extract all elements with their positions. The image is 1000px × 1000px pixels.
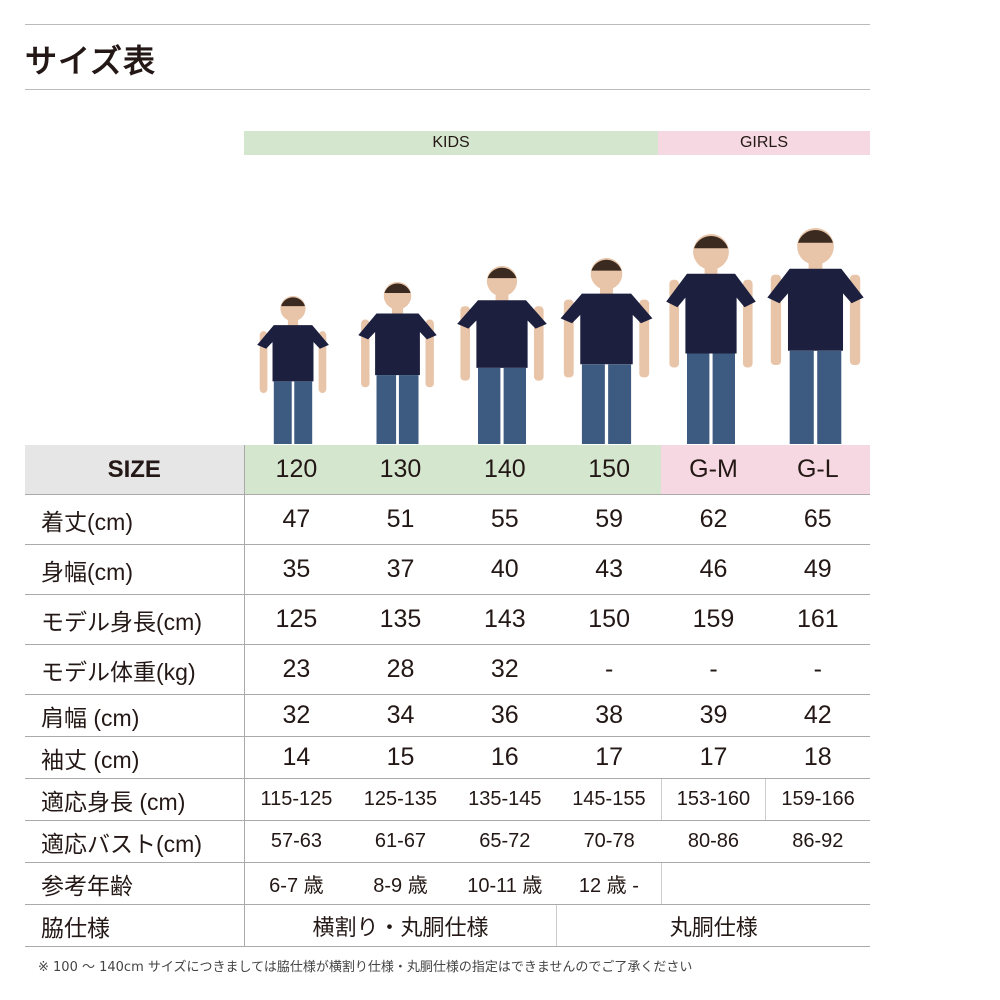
table-cell: 51 [348,494,453,545]
table-row: 身幅(cm) 35 37 40 43 46 49 [25,544,870,595]
table-cell: 115-125 [244,778,349,821]
table-cell: 34 [348,694,453,737]
kids-band: KIDS [244,131,658,155]
table-cell: 37 [348,544,453,595]
girls-band: GIRLS [658,131,870,155]
table-cell: 159-166 [765,778,870,821]
empty-cell [660,862,870,905]
table-cell: 18 [765,736,870,779]
row-label: モデル身長(cm) [25,594,245,645]
table-cell: 55 [452,494,557,545]
model-photos [257,228,864,444]
table-cell: - [765,644,870,695]
table-row: 着丈(cm) 47 51 55 59 62 65 [25,494,870,545]
table-cell: 17 [661,736,766,779]
table-cell: 12 歳 - [556,862,662,905]
table-row: 肩幅 (cm) 32 34 36 38 39 42 [25,694,870,737]
row-label: SIZE [25,445,245,495]
table-row: 参考年齢 6-7 歳 8-9 歳 10-11 歳 12 歳 - [25,862,870,905]
table-cell: 86-92 [765,820,870,863]
table-cell: 36 [452,694,557,737]
row-label: 参考年齢 [25,862,245,905]
table-cell: - [661,644,766,695]
top-rule [25,24,870,25]
table-cell: 153-160 [660,778,766,821]
table-cell: 38 [556,694,662,737]
table-cell: 80-86 [661,820,766,863]
model-figure [257,296,329,444]
model-figure [767,228,864,444]
table-cell: G-M [661,445,766,495]
row-label: モデル体重(kg) [25,644,245,695]
table-cell: 17 [556,736,662,779]
table-row: 適応バスト(cm) 57-63 61-67 65-72 70-78 80-86 86-92 [25,820,870,863]
table-cell: 70-78 [556,820,662,863]
table-cell: 145-155 [556,778,662,821]
table-cell: 125-135 [348,778,453,821]
title-rule [25,89,870,90]
table-cell: 横割り・丸胴仕様 [244,904,557,947]
table-cell: 8-9 歳 [348,862,453,905]
row-label: 適応身長 (cm) [25,778,245,821]
table-cell: 32 [452,644,557,695]
table-cell: 135-145 [452,778,557,821]
table-cell: 65-72 [452,820,557,863]
table-cell: 39 [661,694,766,737]
table-cell: 120 [244,445,349,495]
footnote: ※ 100 ～ 140cm サイズにつきましては脇仕様が横割り仕様・丸胴仕様の指… [38,960,693,975]
table-cell: - [556,644,662,695]
table-cell: 140 [452,445,557,495]
table-cell: 28 [348,644,453,695]
row-label: 身幅(cm) [25,544,245,595]
table-cell: 14 [244,736,349,779]
row-label: 袖丈 (cm) [25,736,245,779]
size-table: SIZE 120 130 140 150 G-M G-L 着丈(cm) 47 51 55 59 62 65… [25,445,870,947]
table-cell: 159 [661,594,766,645]
table-cell: 61-67 [348,820,453,863]
table-cell: 59 [556,494,662,545]
page-title: サイズ表 [25,42,157,80]
row-label: 脇仕様 [25,904,245,947]
table-cell: 57-63 [244,820,349,863]
table-cell: 161 [765,594,870,645]
table-cell: 65 [765,494,870,545]
table-cell: 40 [452,544,557,595]
table-row: モデル体重(kg) 23 28 32- - - [25,644,870,695]
table-cell: 47 [244,494,349,545]
table-cell: 43 [556,544,662,595]
table-cell: 15 [348,736,453,779]
table-cell: 125 [244,594,349,645]
model-figure [358,282,437,444]
table-cell: 6-7 歳 [244,862,349,905]
table-cell: 143 [452,594,557,645]
table-cell: 49 [765,544,870,595]
table-cell: 丸胴仕様 [556,904,870,947]
table-row: 適応身長 (cm) 115-125 125-135 135-145 145-155 153… [25,778,870,821]
model-figure [457,266,547,444]
table-cell: 62 [661,494,766,545]
table-cell: 150 [556,594,662,645]
table-row: モデル身長(cm) 125 135 143 150 159 161 [25,594,870,645]
table-cell: 23 [244,644,349,695]
table-cell: 46 [661,544,766,595]
row-label: 肩幅 (cm) [25,694,245,737]
size-header-row: SIZE 120 130 140 150 G-M G-L [25,445,870,495]
table-cell: 135 [348,594,453,645]
row-label: 適応バスト(cm) [25,820,245,863]
table-row: 袖丈 (cm) 14 15 16 17 17 18 [25,736,870,779]
table-row: 脇仕様 横割り・丸胴仕様 丸胴仕様 [25,904,870,947]
row-label: 着丈(cm) [25,494,245,545]
table-cell: 150 [556,445,662,495]
model-figure [560,258,653,444]
table-cell: 130 [348,445,453,495]
model-figure [666,234,756,444]
table-cell: G-L [765,445,870,495]
table-cell: 35 [244,544,349,595]
table-cell: 32 [244,694,349,737]
table-cell: 42 [765,694,870,737]
table-cell: 16 [452,736,557,779]
table-cell: 10-11 歳 [452,862,557,905]
